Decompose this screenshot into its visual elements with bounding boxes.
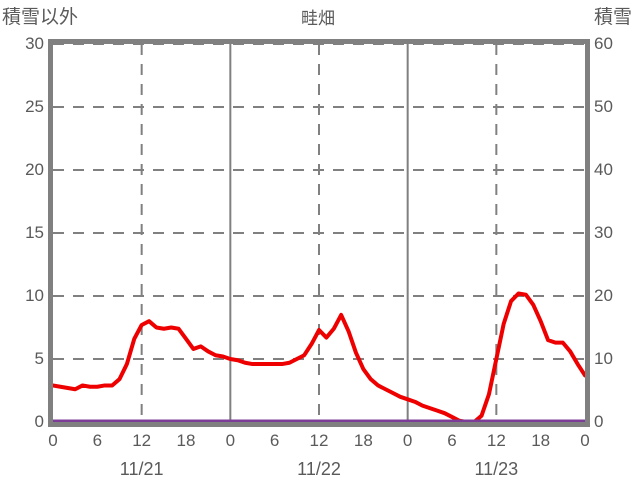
right-tick-label: 50 bbox=[594, 97, 613, 116]
series-line-precipitation bbox=[53, 291, 585, 422]
x-tick-label: 0 bbox=[580, 431, 590, 450]
right-tick-label: 10 bbox=[594, 349, 613, 368]
plot-inner bbox=[53, 44, 585, 422]
right-axis-title: 積雪 bbox=[593, 7, 632, 28]
right-tick-label: 40 bbox=[594, 160, 613, 179]
day-label: 11/21 bbox=[119, 459, 164, 479]
right-tick-label: 30 bbox=[594, 223, 613, 242]
x-tick-label: 0 bbox=[402, 431, 413, 450]
right-tick-label: 60 bbox=[594, 34, 613, 53]
right-tick-label: 0 bbox=[594, 412, 604, 431]
x-tick-label: 12 bbox=[309, 431, 329, 450]
x-tick-label: 18 bbox=[531, 431, 551, 450]
left-tick-label: 25 bbox=[25, 97, 44, 116]
day-label: 11/23 bbox=[474, 459, 519, 479]
chart-title: 畦畑 bbox=[301, 9, 335, 28]
x-tick-label: 6 bbox=[447, 431, 457, 450]
left-tick-label: 20 bbox=[25, 160, 44, 179]
x-tick-label: 12 bbox=[486, 431, 506, 450]
left-tick-label: 30 bbox=[25, 34, 44, 53]
x-tick-label: 6 bbox=[269, 431, 280, 450]
left-tick-label: 0 bbox=[34, 412, 44, 431]
plot-canvas bbox=[53, 44, 585, 422]
left-tick-label: 10 bbox=[25, 286, 44, 305]
x-tick-label: 18 bbox=[353, 431, 373, 450]
x-tick-label: 12 bbox=[132, 431, 152, 450]
x-tick-label: 6 bbox=[92, 431, 103, 450]
right-tick-label: 20 bbox=[594, 286, 613, 305]
day-label: 11/22 bbox=[297, 459, 341, 479]
left-tick-label: 5 bbox=[34, 349, 44, 368]
x-tick-label: 0 bbox=[48, 431, 58, 450]
x-tick-label: 18 bbox=[176, 431, 196, 450]
left-tick-label: 15 bbox=[25, 223, 44, 242]
plot-area bbox=[48, 39, 590, 427]
x-tick-label: 0 bbox=[225, 431, 236, 450]
left-axis-title: 積雪以外 bbox=[2, 7, 79, 28]
